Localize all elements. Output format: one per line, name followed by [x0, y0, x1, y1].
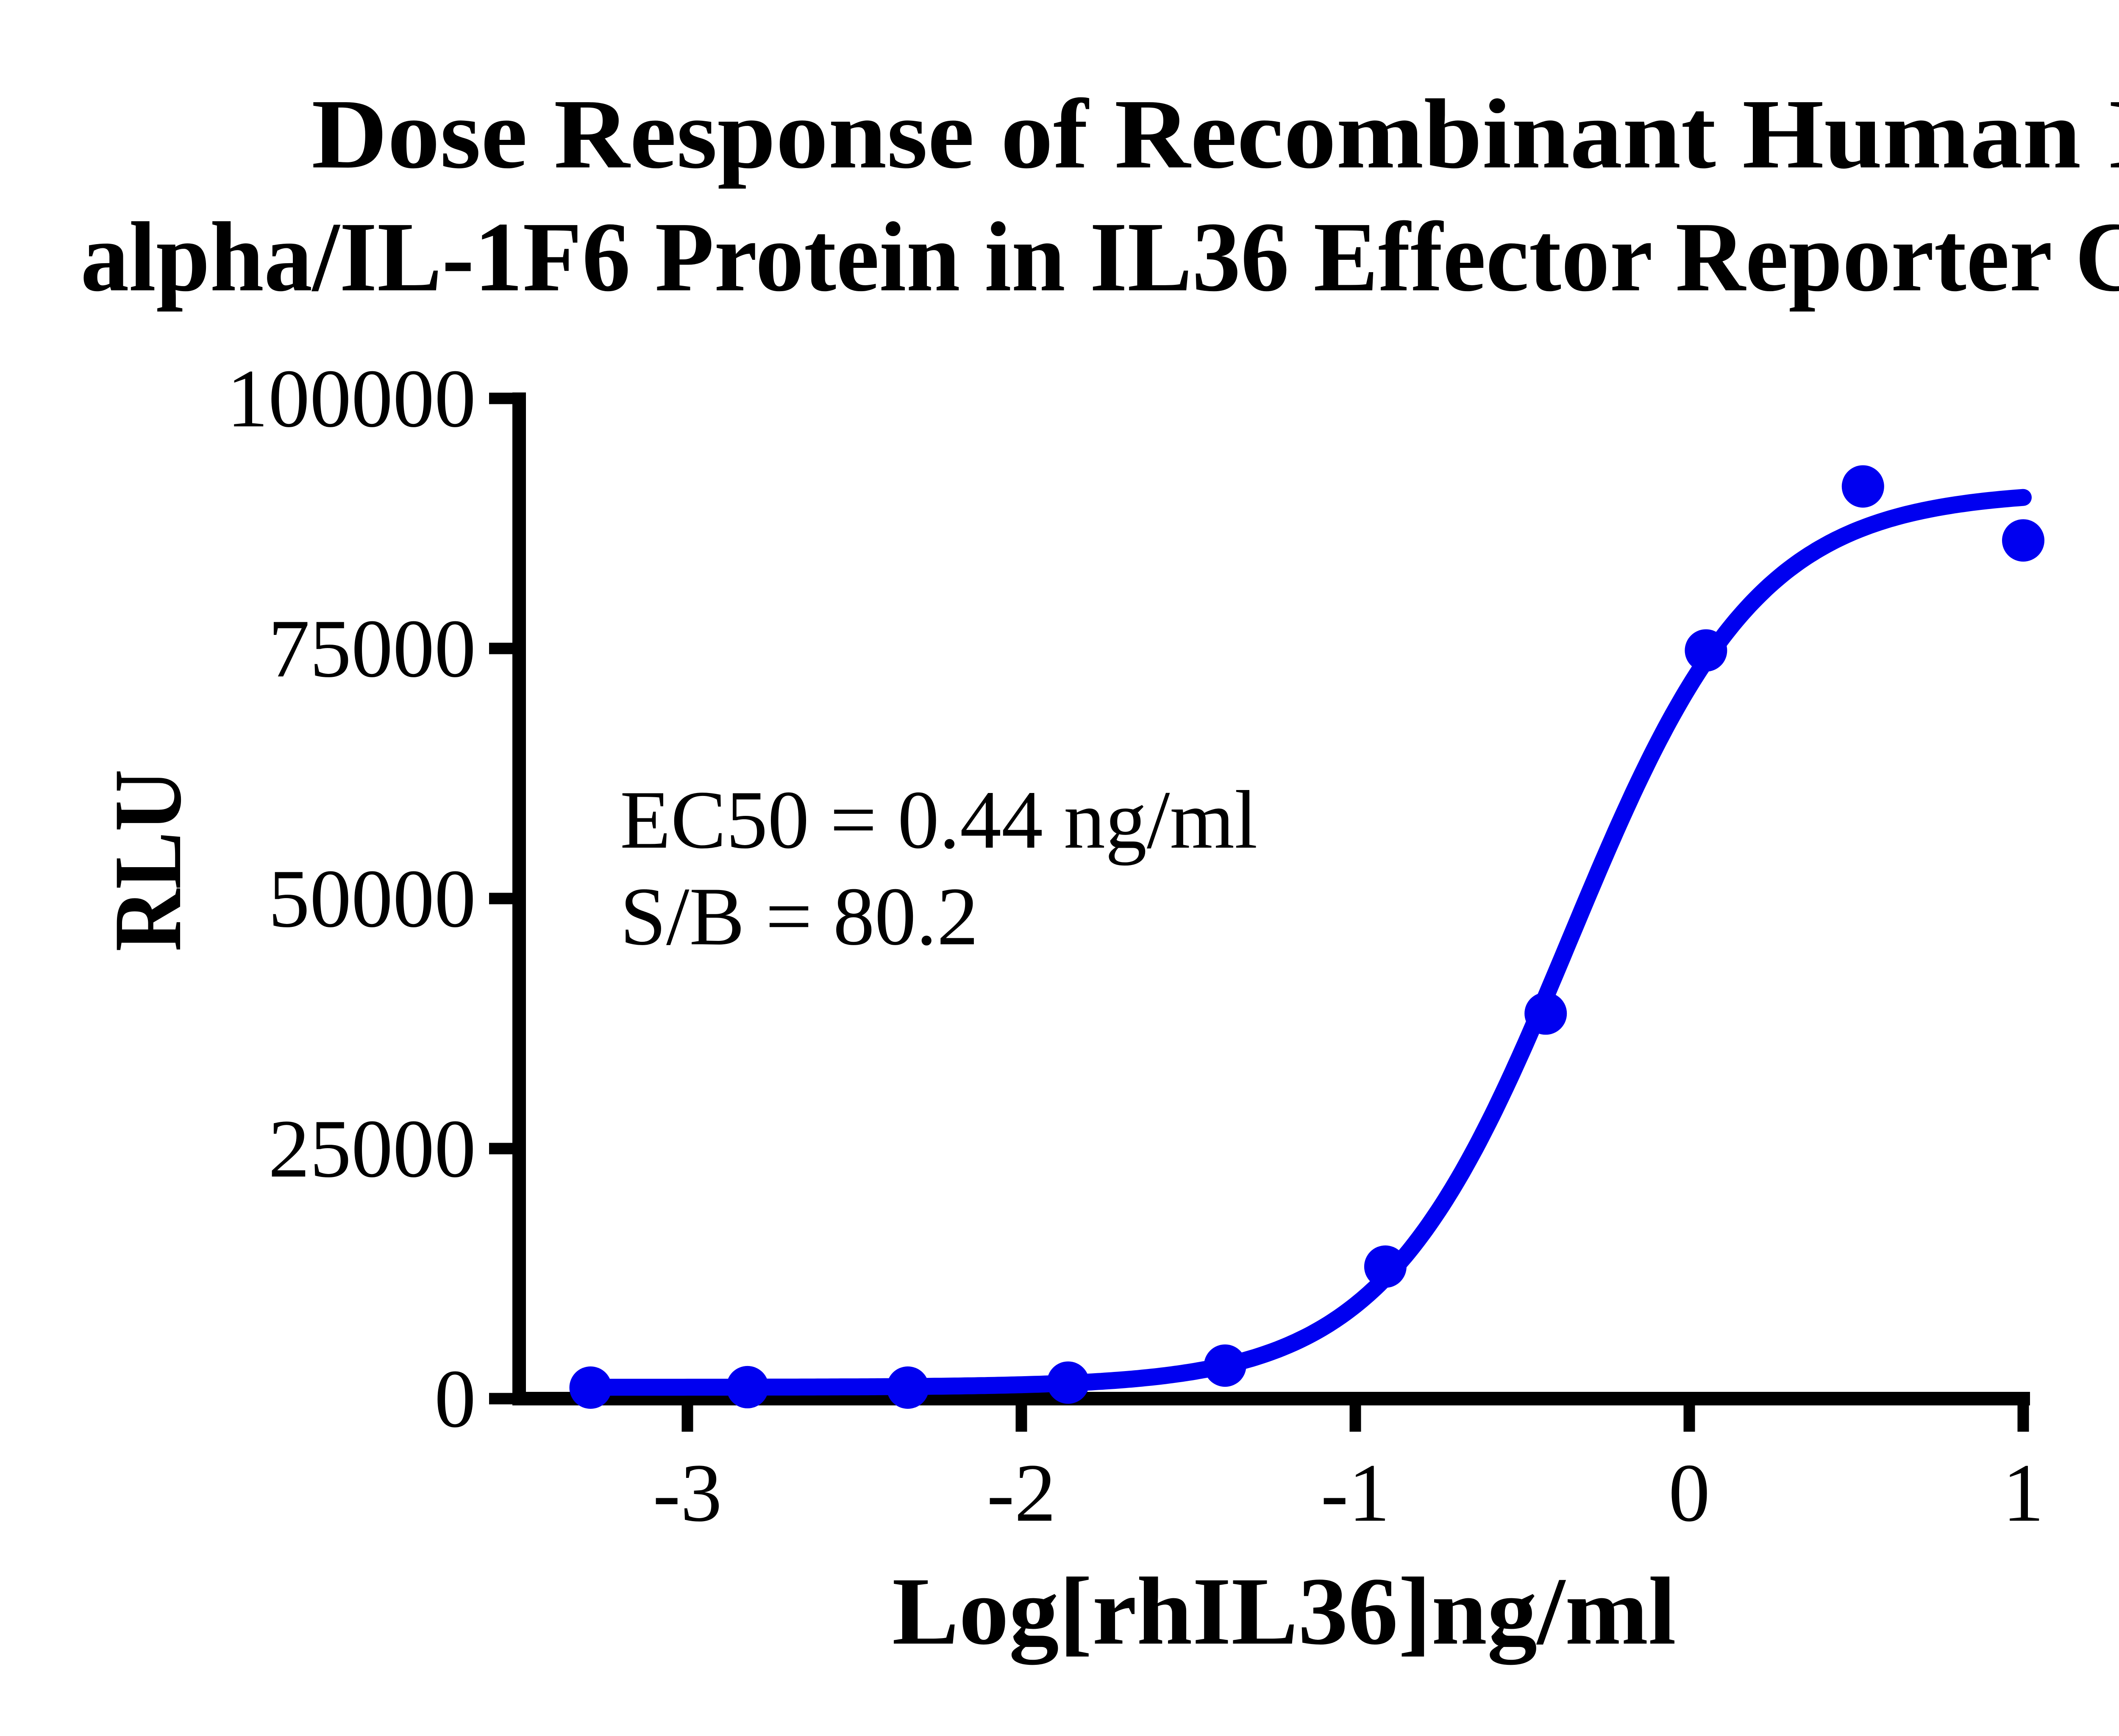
y-tick-label: 75000: [268, 603, 476, 695]
x-tick-label: 1: [2002, 1447, 2044, 1539]
data-point: [569, 1366, 612, 1409]
y-tick-label: 0: [434, 1353, 476, 1445]
axes-layer: 0 25000 50000 75000 100000 -3 -2 -1 0 1: [227, 353, 2044, 1539]
x-tick-label: -1: [1321, 1447, 1390, 1539]
data-point: [1047, 1361, 1090, 1404]
chart-title-line1: Dose Response of Recombinant Human IL-36: [311, 79, 2119, 189]
data-point: [726, 1366, 769, 1408]
data-point: [887, 1366, 929, 1409]
data-point: [1524, 992, 1567, 1035]
x-tick-label: 0: [1669, 1447, 1710, 1539]
y-tick-label: 25000: [268, 1103, 476, 1195]
data-point: [1364, 1245, 1407, 1288]
data-point: [1685, 629, 1727, 672]
x-tick-label: -3: [653, 1447, 722, 1539]
y-axis-title: RLU: [95, 769, 201, 951]
chart-title-line2: alpha/IL-1F6 Protein in IL36 Effector Re…: [81, 202, 2119, 312]
fit-curve: [582, 489, 2032, 1396]
ec50-annotation: EC50 = 0.44 ng/ml: [620, 774, 1257, 866]
sb-annotation: S/B = 80.2: [620, 871, 979, 963]
data-points-layer: [569, 465, 2044, 1409]
x-tick-label: -2: [987, 1447, 1056, 1539]
y-tick-label: 50000: [268, 853, 476, 945]
y-tick-label: 100000: [227, 353, 476, 445]
x-axis-title: Log[rhIL36]ng/ml: [892, 1558, 1676, 1665]
data-point: [1204, 1344, 1246, 1387]
data-point: [2002, 519, 2044, 562]
fit-curve-layer: [582, 489, 2032, 1396]
data-point: [1841, 465, 1884, 508]
